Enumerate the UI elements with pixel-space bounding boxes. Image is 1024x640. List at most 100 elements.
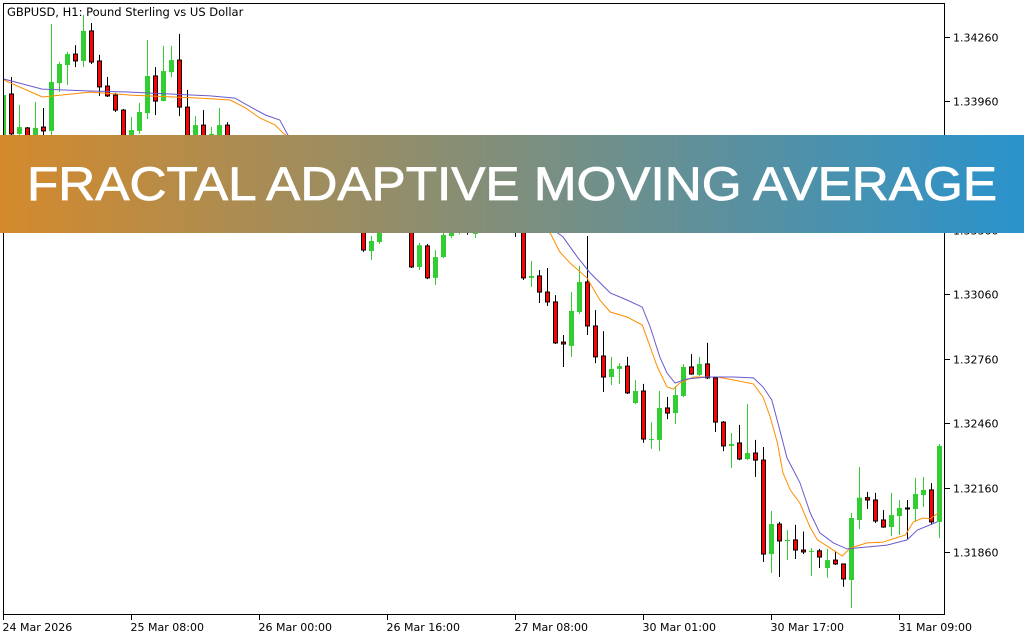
candle-body — [633, 390, 638, 404]
bearish-candle — [593, 310, 598, 364]
bearish-candle — [873, 492, 878, 523]
candle-body — [441, 234, 446, 258]
candle-body — [753, 452, 758, 461]
bearish-candle — [817, 548, 822, 569]
candle-body — [553, 301, 558, 344]
banner-title: FRACTAL ADAPTIVE MOVING AVERAGE — [27, 157, 997, 210]
candle-body — [817, 550, 822, 558]
price-tick-label: 1.32160 — [953, 483, 999, 496]
bearish-candle — [761, 446, 766, 563]
candle-body — [545, 291, 550, 303]
candle-body — [937, 445, 942, 522]
time-tick-label: 30 Mar 01:00 — [643, 621, 716, 634]
bullish-candle — [433, 250, 438, 285]
fama-orange-line — [4, 79, 939, 557]
bearish-candle — [753, 439, 758, 478]
bullish-candle — [825, 548, 830, 578]
bearish-candle — [833, 550, 838, 566]
candle-body — [169, 60, 174, 73]
plot-frame — [3, 3, 945, 615]
bullish-candle — [657, 390, 662, 452]
bullish-candle — [65, 51, 70, 85]
candle-body — [537, 275, 542, 293]
candle-body — [721, 421, 726, 447]
candle-body — [57, 63, 62, 84]
bearish-candle — [665, 396, 670, 420]
bearish-candle — [553, 295, 558, 344]
banner-background — [0, 135, 1024, 233]
chart-title: GBPUSD, H1: Pound Sterling vs US Dollar — [7, 5, 244, 19]
bearish-candle — [9, 77, 14, 140]
bearish-candle — [737, 424, 742, 461]
candle-body — [17, 127, 22, 134]
bullish-candle — [785, 530, 790, 561]
bullish-candle — [169, 45, 174, 78]
bearish-candle — [721, 421, 726, 452]
time-tick-label: 25 Mar 08:00 — [131, 621, 204, 634]
candle-body — [689, 366, 694, 375]
bearish-candle — [905, 500, 910, 540]
bullish-candle — [49, 24, 54, 140]
candle-body — [409, 227, 414, 268]
bullish-candle — [81, 15, 86, 67]
candle-body — [433, 257, 438, 278]
bearish-candle — [73, 45, 78, 67]
bearish-candle — [153, 66, 158, 116]
candle-body — [4, 95, 6, 140]
candle-body — [697, 363, 702, 375]
bearish-candle — [865, 491, 870, 510]
candle-body — [161, 71, 166, 102]
price-tick-label: 1.31860 — [953, 547, 999, 560]
bearish-candle — [713, 377, 718, 432]
candle-body — [185, 106, 190, 141]
price-tick-label: 1.33960 — [953, 96, 999, 109]
candle-body — [673, 395, 678, 414]
time-tick-label: 27 Mar 08:00 — [515, 621, 588, 634]
candle-body — [217, 125, 222, 140]
bullish-candle — [609, 356, 614, 385]
bullish-candle — [769, 510, 774, 573]
candle-body — [377, 225, 382, 243]
candle-body — [705, 363, 710, 379]
bullish-candle — [529, 260, 534, 287]
candle-body — [737, 442, 742, 460]
candle-body — [113, 94, 118, 111]
candle-body — [929, 489, 934, 523]
bullish-candle — [137, 103, 142, 134]
candle-body — [9, 93, 14, 135]
bearish-candle — [777, 521, 782, 578]
bullish-candle — [145, 39, 150, 120]
bullish-candle — [57, 62, 62, 93]
candle-body — [913, 493, 918, 510]
bullish-candle — [913, 477, 918, 522]
bullish-candle — [745, 404, 750, 461]
bearish-candle — [625, 356, 630, 394]
bearish-candle — [793, 524, 798, 560]
candle-body — [777, 523, 782, 542]
time-tick-label: 31 Mar 09:00 — [899, 621, 972, 634]
candle-body — [769, 524, 774, 555]
bearish-candle — [537, 269, 542, 304]
candle-body — [745, 453, 750, 460]
time-tick-label: 30 Mar 17:00 — [771, 621, 844, 634]
candle-body — [89, 30, 94, 63]
candle-body — [417, 245, 422, 267]
candle-body — [833, 559, 838, 565]
bearish-candle — [425, 243, 430, 280]
candle-body — [617, 366, 622, 369]
bullish-candle — [889, 492, 894, 537]
candle-body — [529, 275, 534, 278]
candle-body — [193, 125, 198, 140]
bullish-candle — [897, 500, 902, 535]
bullish-candle — [417, 242, 422, 270]
bullish-candle — [569, 292, 574, 357]
candle-body — [561, 341, 566, 345]
candle-body — [49, 81, 54, 131]
candle-body — [177, 59, 182, 108]
candle-body — [849, 518, 854, 581]
bullish-candle — [633, 380, 638, 405]
bearish-candle — [89, 22, 94, 64]
bearish-candle — [97, 54, 102, 96]
candle-body — [873, 499, 878, 522]
